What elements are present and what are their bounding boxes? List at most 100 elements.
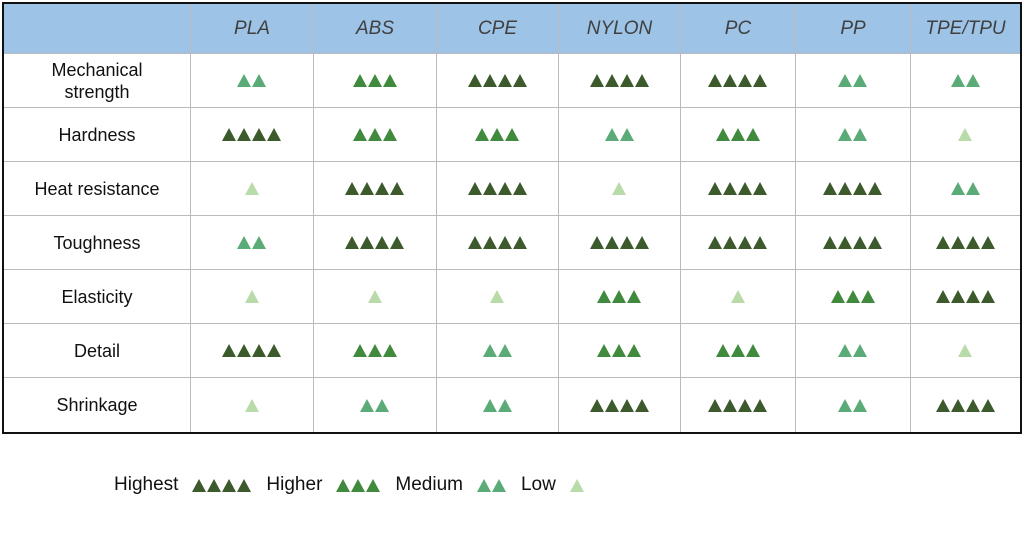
cell bbox=[314, 216, 437, 270]
row-label: Heat resistance bbox=[34, 178, 160, 199]
rating bbox=[597, 290, 641, 303]
triangle bbox=[965, 182, 980, 195]
rating bbox=[352, 344, 397, 357]
rating-icons bbox=[482, 344, 512, 357]
triangle bbox=[497, 74, 512, 87]
triangle bbox=[823, 236, 837, 249]
triangle bbox=[612, 290, 626, 303]
rating bbox=[708, 74, 767, 87]
triangle bbox=[612, 344, 626, 357]
rating-icons bbox=[237, 236, 266, 249]
cell bbox=[191, 54, 314, 108]
row-label: Elasticity bbox=[61, 286, 133, 307]
rating bbox=[935, 236, 995, 249]
triangle bbox=[838, 236, 852, 249]
cell bbox=[314, 378, 437, 432]
triangle bbox=[352, 344, 367, 357]
triangle bbox=[497, 344, 512, 357]
triangle bbox=[634, 398, 649, 412]
rating bbox=[604, 128, 634, 141]
triangle bbox=[597, 290, 611, 303]
cell bbox=[559, 108, 681, 162]
rating-icons bbox=[352, 74, 397, 87]
column-header: ABS bbox=[355, 17, 395, 39]
rating-icons bbox=[467, 74, 527, 87]
rating bbox=[490, 290, 504, 303]
triangle bbox=[753, 398, 767, 412]
rating bbox=[730, 290, 745, 303]
rating-icons bbox=[715, 128, 760, 141]
cell bbox=[911, 108, 1020, 162]
rating bbox=[244, 290, 259, 303]
rating-icons bbox=[467, 236, 527, 249]
rating-icons bbox=[612, 182, 626, 195]
triangle bbox=[604, 74, 619, 87]
cell: PLA bbox=[191, 4, 314, 54]
rating-icons bbox=[950, 182, 980, 195]
rating-icons bbox=[475, 128, 519, 141]
rating-icons bbox=[467, 182, 527, 195]
rating-table: PLA ABS CPE NYLON PC PP TPE/TPU Mechanical stre… bbox=[2, 2, 1022, 434]
row-label: Hardness bbox=[58, 124, 136, 145]
triangle bbox=[222, 128, 236, 141]
rating bbox=[589, 398, 649, 412]
cell bbox=[911, 54, 1020, 108]
rating-icons bbox=[589, 74, 649, 87]
triangle bbox=[476, 478, 491, 492]
rating bbox=[192, 478, 252, 492]
rating-icons bbox=[958, 128, 972, 141]
triangle bbox=[738, 398, 752, 412]
triangle bbox=[830, 290, 845, 303]
rating bbox=[838, 74, 867, 87]
triangle bbox=[512, 236, 527, 249]
column-header: PC bbox=[724, 17, 752, 39]
triangle bbox=[482, 398, 497, 412]
triangle bbox=[237, 344, 251, 357]
cell bbox=[191, 378, 314, 432]
triangle bbox=[207, 478, 222, 492]
cell bbox=[796, 54, 911, 108]
cell bbox=[911, 216, 1020, 270]
rating bbox=[589, 74, 649, 87]
triangle bbox=[730, 290, 745, 303]
cell: ABS bbox=[314, 4, 437, 54]
cell bbox=[681, 378, 796, 432]
rating-icons bbox=[935, 398, 995, 412]
triangle bbox=[375, 236, 389, 249]
triangle bbox=[708, 236, 722, 249]
rating bbox=[244, 182, 259, 195]
cell bbox=[314, 324, 437, 378]
triangle bbox=[482, 74, 497, 87]
triangle bbox=[367, 344, 382, 357]
row-label: Toughness bbox=[53, 232, 141, 253]
rating-icons bbox=[345, 236, 404, 249]
triangle bbox=[252, 74, 266, 87]
cell bbox=[437, 216, 559, 270]
triangle bbox=[745, 344, 760, 357]
rating bbox=[715, 128, 760, 141]
triangle bbox=[935, 290, 950, 303]
triangle bbox=[589, 398, 604, 412]
triangle bbox=[192, 478, 207, 492]
rating bbox=[352, 128, 397, 141]
rating bbox=[482, 344, 512, 357]
rating-icons bbox=[950, 74, 980, 87]
triangle bbox=[222, 478, 237, 492]
triangle bbox=[853, 344, 867, 357]
triangle bbox=[838, 128, 852, 141]
rating-icons bbox=[192, 478, 252, 492]
rating bbox=[244, 398, 259, 412]
rating bbox=[467, 74, 527, 87]
rating bbox=[467, 236, 527, 249]
rating bbox=[612, 182, 626, 195]
triangle bbox=[482, 236, 497, 249]
triangle bbox=[366, 478, 381, 492]
triangle bbox=[491, 478, 506, 492]
triangle bbox=[853, 236, 867, 249]
triangle bbox=[715, 128, 730, 141]
triangle bbox=[634, 236, 649, 249]
cell bbox=[796, 270, 911, 324]
cell bbox=[191, 162, 314, 216]
rating-icons bbox=[708, 74, 767, 87]
